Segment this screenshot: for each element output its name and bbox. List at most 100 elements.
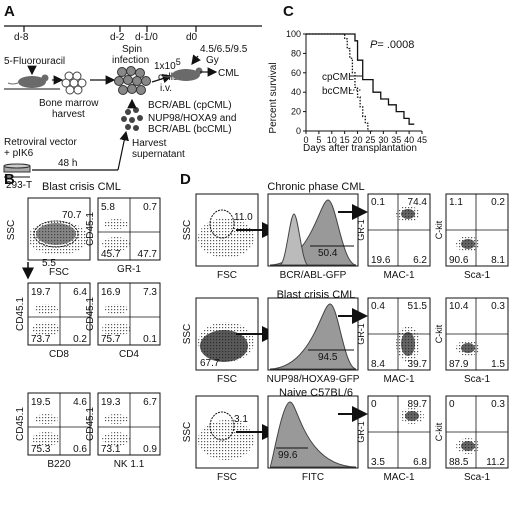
timeline-d-2: d-2 xyxy=(110,32,125,43)
d-mac-cluster-1 xyxy=(401,209,415,219)
panel-a: A d-8 d-2 d-1/0 d0 5-Fluorouracil Bone m… xyxy=(3,3,262,191)
d-hist-value-1: 50.4 xyxy=(318,248,338,259)
infected-cells-icon xyxy=(114,66,151,95)
p-value: P= .0008 xyxy=(370,39,414,51)
d-fsc-label-3: FSC xyxy=(217,472,237,483)
d-ckit-q-ur-1: 0.2 xyxy=(491,197,505,208)
d-gate-ellipse-3 xyxy=(209,411,235,441)
b-nk-cluster xyxy=(102,432,130,446)
d-mac-q-ll-1: 19.6 xyxy=(371,255,391,266)
b-b220-q-lr: 0.6 xyxy=(73,444,87,455)
d-ckit-q-ul-2: 10.4 xyxy=(449,301,469,312)
b-gr1-q-ul: 5.8 xyxy=(101,202,115,213)
iv-label: i.v. xyxy=(160,83,172,94)
y-tick-label: 0 xyxy=(296,126,301,136)
x-tick-label: 25 xyxy=(365,135,375,145)
x-tick-label: 35 xyxy=(391,135,401,145)
d-mac-q-ul-2: 0.4 xyxy=(371,301,385,312)
b-b220-q-ll: 75.3 xyxy=(31,444,51,455)
timeline-d0: d0 xyxy=(186,32,198,43)
d-gate-ellipse-1 xyxy=(209,209,235,239)
d-mac-q-lr-1: 6.2 xyxy=(413,255,427,266)
b-gr1-q-ll: 45.7 xyxy=(101,249,121,260)
x-ticks: 0 5 10 15 20 25 30 35 40 45 xyxy=(303,131,427,145)
series-line-bccml xyxy=(306,33,374,132)
d-mac-x-label-3: MAC-1 xyxy=(383,472,415,483)
d-ckit-q-lr-2: 1.5 xyxy=(491,359,505,370)
d-mac-cluster-2 xyxy=(401,332,415,356)
b-gate-top: 70.7 xyxy=(62,210,82,221)
b-gate-ellipse xyxy=(33,220,79,248)
d-fsc-label-2: FSC xyxy=(217,374,237,385)
panel-a-label: A xyxy=(4,3,15,20)
b-gr1-x-label: GR-1 xyxy=(117,264,141,275)
d-mac-q-ll-2: 8.4 xyxy=(371,359,385,370)
x-tick-label: 15 xyxy=(340,135,350,145)
b-cd4-q-ul: 16.9 xyxy=(101,287,121,298)
d-ckit-y-label-3: C-kit xyxy=(434,422,444,441)
x-tick-label: 20 xyxy=(353,135,363,145)
b-b220-y-label: CD45.1 xyxy=(15,407,26,441)
bone-marrow-label: Bone marrow xyxy=(39,98,99,109)
b-fsc-label: FSC xyxy=(49,267,69,278)
b-cd8-x-label: CD8 xyxy=(49,349,69,360)
d-ssc-label-1: SSC xyxy=(182,220,193,241)
d-ckit-q-ur-2: 0.3 xyxy=(491,301,505,312)
d-gate-value-2: 67.7 xyxy=(200,358,220,369)
infection-label: infection xyxy=(112,55,149,66)
x-tick-label: 45 xyxy=(417,135,427,145)
b-b220-q-ul: 19.5 xyxy=(31,397,51,408)
b-cd8-q-ll: 73.7 xyxy=(31,334,51,345)
b-gr1-y-label: CD45.1 xyxy=(85,212,96,246)
timeline-ticks xyxy=(23,26,197,32)
panel-c-label: C xyxy=(283,3,294,20)
d-hist-value-2: 94.5 xyxy=(318,352,338,363)
bcrabl-cpcml-label: BCR/ABL (cpCML) xyxy=(148,100,232,111)
d-ckit-q-lr-3: 11.2 xyxy=(486,457,505,468)
d-mac-q-lr-3: 6.8 xyxy=(413,457,427,468)
d-mac-cluster-3 xyxy=(405,411,419,421)
survival-series xyxy=(306,33,415,132)
d-hist-label-2: NUP98/HOXA9-GFP xyxy=(267,374,360,385)
b-cd8-cluster xyxy=(32,322,60,336)
b-cd4-q-ur: 7.3 xyxy=(143,287,157,298)
b-cd4-cluster xyxy=(102,322,130,336)
incubation-time: 48 h xyxy=(58,158,77,169)
d-row-2: 67.7 SSC FSC 94.5 NUP98/HOXA9-GFP 0.4 51.5 8.4 3… xyxy=(182,297,509,385)
d-fsc-label-1: FSC xyxy=(217,270,237,281)
legend-label-cpcml: cpCML xyxy=(322,72,354,83)
d-mac-q-lr-2: 39.7 xyxy=(408,359,428,370)
b-cd8-q-lr: 0.2 xyxy=(73,334,87,345)
b-b220-cluster xyxy=(32,432,60,446)
d-row-1: 11.0 SSC FSC 50.4 BCR/ABL-GFP 0.1 74.4 19.6 6.2 M… xyxy=(182,193,509,281)
d-flow-rows: 11.0 SSC FSC 50.4 BCR/ABL-GFP 0.1 74.4 19.6 6.2 M… xyxy=(182,193,509,483)
legend-label-bccml: bcCML xyxy=(322,86,354,97)
b-b220-x-label: B220 xyxy=(47,459,71,470)
b-nk-y-label: CD45.1 xyxy=(85,407,96,441)
panel-d: D Chronic phase CML Blast crisis CML Nai… xyxy=(180,171,509,483)
b-cd4-q-lr: 0.1 xyxy=(143,334,157,345)
pik6-label: + pIK6 xyxy=(4,148,34,159)
d-ckit-y-label-2: C-kit xyxy=(434,324,444,343)
x-tick-label: 10 xyxy=(327,135,337,145)
y-tick-label: 80 xyxy=(291,48,301,58)
harvest-supernatant-label-2: supernatant xyxy=(132,149,185,160)
bone-marrow-cells-icon xyxy=(61,71,87,95)
y-tick-label: 40 xyxy=(291,87,301,97)
d-ckit-x-label-2: Sca-1 xyxy=(464,374,491,385)
d-row-3: 3.1 SSC FSC 99.6 FITC 0 89.7 3.5 6.8 MAC-1 GR-1 0 0.… xyxy=(182,395,509,483)
retroviral-vector-label: Retroviral vector xyxy=(4,137,77,148)
panel-b: B Blast crisis CML 70.7 5.5 SSC FSC 5.8 0… xyxy=(4,171,161,470)
harvest-supernatant-label-1: Harvest xyxy=(132,138,167,149)
y-tick-label: 60 xyxy=(291,68,301,78)
x-tick-label: 0 xyxy=(303,135,308,145)
x-axis-title: Days after transplantation xyxy=(303,143,417,154)
b-gr1-q-ur: 0.7 xyxy=(143,202,157,213)
b-cd4-y-label: CD45.1 xyxy=(85,297,96,331)
b-cd4-q-ll: 75.7 xyxy=(101,334,121,345)
d-mac-q-ur-1: 74.4 xyxy=(408,197,428,208)
panel-c: C Percent survival Days after transplant… xyxy=(268,3,427,154)
b-cd4-plot: 16.9 7.3 75.7 0.1 CD4 CD45.1 xyxy=(85,282,161,360)
panel-b-title: Blast crisis CML xyxy=(42,181,121,193)
